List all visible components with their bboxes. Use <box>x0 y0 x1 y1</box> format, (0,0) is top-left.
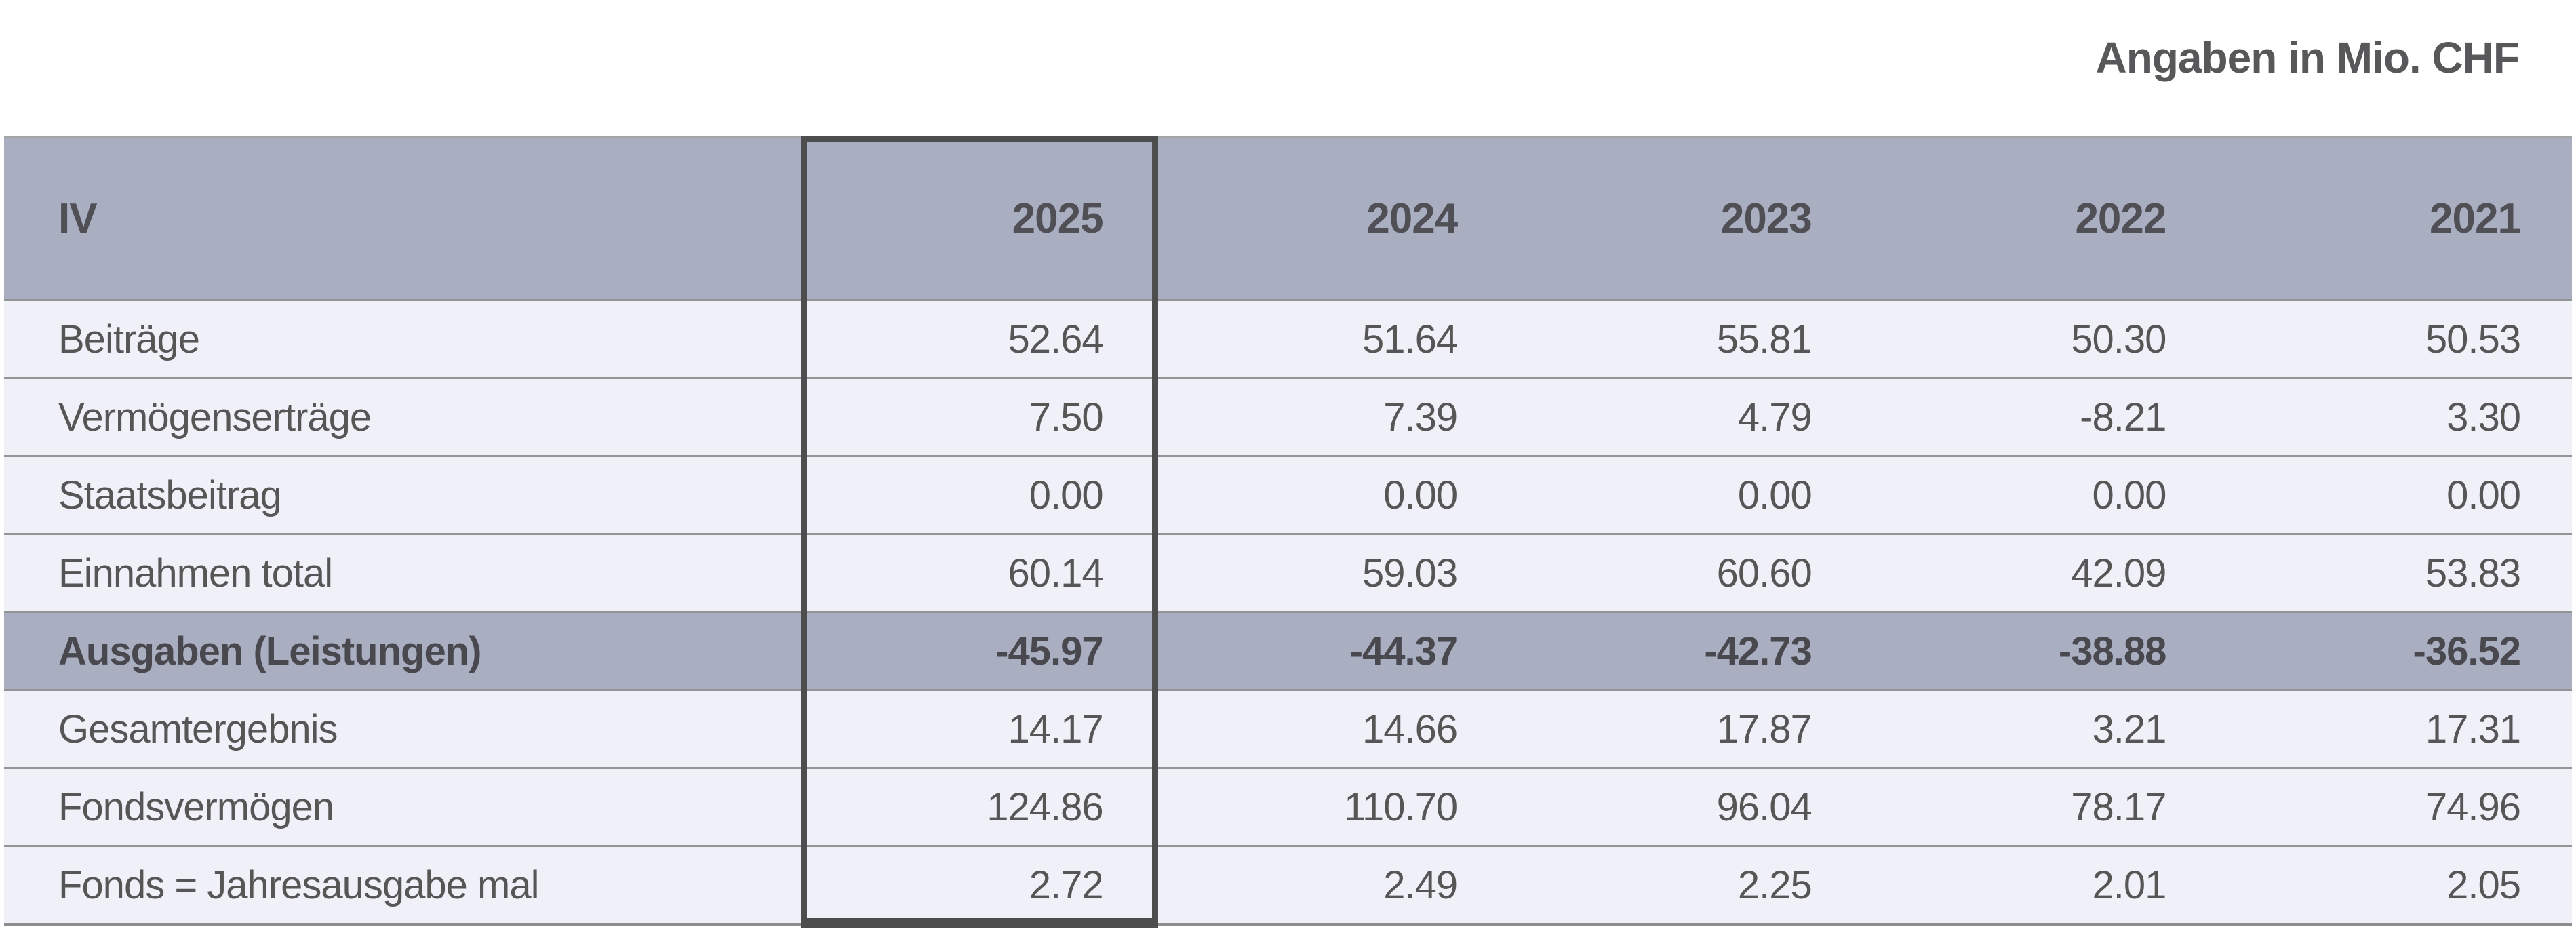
cell-value: 42.09 <box>2071 551 2166 595</box>
cell-value: 2.49 <box>1383 863 1458 907</box>
cell-value: 59.03 <box>1362 551 1458 595</box>
cell-value: 3.30 <box>2446 395 2521 439</box>
cell-value: 60.60 <box>1716 551 1812 595</box>
table-row: Beiträge 52.64 51.64 55.81 50.30 50.53 <box>4 299 2572 377</box>
financial-table: IV 2025 2024 2023 2022 2021 Beiträge 52.… <box>4 136 2572 926</box>
cell-value: 17.87 <box>1716 707 1812 751</box>
row-label: Ausgaben (Leistungen) <box>58 629 481 673</box>
table-row: Einnahmen total 60.14 59.03 60.60 42.09 … <box>4 533 2572 611</box>
cell-value: -42.73 <box>1704 629 1812 673</box>
unit-note: Angaben in Mio. CHF <box>2095 33 2520 82</box>
cell-value: 2.25 <box>1737 863 1812 907</box>
cell-value: -44.37 <box>1349 629 1458 673</box>
cell-value: 14.17 <box>1008 707 1103 751</box>
cell-value: 53.83 <box>2425 551 2521 595</box>
cell-value: 2.72 <box>1029 863 1104 907</box>
table-header-row: IV 2025 2024 2023 2022 2021 <box>4 138 2572 299</box>
row-label: Fondsvermögen <box>58 785 334 829</box>
cell-value: 51.64 <box>1362 317 1458 361</box>
cell-value: 96.04 <box>1716 785 1812 829</box>
table-row: Staatsbeitrag 0.00 0.00 0.00 0.00 0.00 <box>4 455 2572 533</box>
header-row-label: IV <box>58 195 98 242</box>
cell-value: 0.00 <box>1383 473 1458 517</box>
year-column-header-2023: 2023 <box>1720 195 1812 242</box>
cell-value: 52.64 <box>1008 317 1103 361</box>
cell-value: 50.53 <box>2425 317 2521 361</box>
cell-value: 7.39 <box>1383 395 1458 439</box>
table-row: Vermögenserträge 7.50 7.39 4.79 -8.21 3.… <box>4 377 2572 455</box>
year-column-header-2025: 2025 <box>1012 195 1104 242</box>
cell-value: 60.14 <box>1008 551 1103 595</box>
table-row: Fondsvermögen 124.86 110.70 96.04 78.17 … <box>4 767 2572 845</box>
cell-value: 2.05 <box>2446 863 2521 907</box>
row-label: Beiträge <box>58 317 200 361</box>
cell-value: 17.31 <box>2425 707 2521 751</box>
row-label: Gesamtergebnis <box>58 707 338 751</box>
cell-value: 0.00 <box>2446 473 2521 517</box>
cell-value: 7.50 <box>1029 395 1104 439</box>
year-column-header-2024: 2024 <box>1366 195 1458 242</box>
cell-value: 4.79 <box>1737 395 1812 439</box>
cell-value: 2.01 <box>2092 863 2166 907</box>
cell-value: 0.00 <box>2092 473 2166 517</box>
row-label: Fonds = Jahresausgabe mal <box>58 863 540 907</box>
row-label: Einnahmen total <box>58 551 333 595</box>
cell-value: 124.86 <box>987 785 1103 829</box>
row-label: Staatsbeitrag <box>58 473 282 517</box>
cell-value: 78.17 <box>2071 785 2166 829</box>
cell-value: 50.30 <box>2071 317 2166 361</box>
cell-value: 14.66 <box>1362 707 1458 751</box>
cell-value: -45.97 <box>995 629 1103 673</box>
cell-value: 3.21 <box>2092 707 2166 751</box>
cell-value: 0.00 <box>1029 473 1104 517</box>
cell-value: 110.70 <box>1344 785 1458 829</box>
cell-value: 74.96 <box>2425 785 2521 829</box>
row-label: Vermögenserträge <box>58 395 372 439</box>
table-row-emphasized: Ausgaben (Leistungen) -45.97 -44.37 -42.… <box>4 611 2572 689</box>
table-row: Gesamtergebnis 14.17 14.66 17.87 3.21 17… <box>4 689 2572 767</box>
cell-value: 55.81 <box>1716 317 1812 361</box>
cell-value: -8.21 <box>2080 395 2166 439</box>
cell-value: -38.88 <box>2058 629 2166 673</box>
table-row: Fonds = Jahresausgabe mal 2.72 2.49 2.25… <box>4 845 2572 923</box>
year-column-header-2021: 2021 <box>2430 195 2521 242</box>
cell-value: 0.00 <box>1737 473 1812 517</box>
cell-value: -36.52 <box>2413 629 2521 673</box>
year-column-header-2022: 2022 <box>2075 195 2166 242</box>
